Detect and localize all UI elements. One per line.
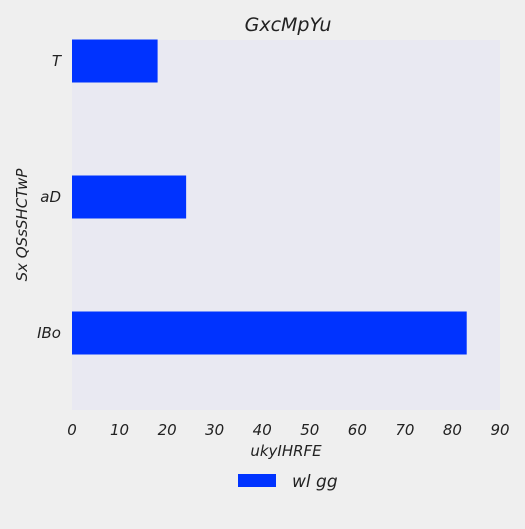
y-tick-labels: TaD IBo [37,52,63,342]
x-tick-label: 60 [348,421,367,439]
legend-label: wl gg [292,472,338,492]
y-axis-label: Sx QSsSHCTwP [13,168,31,282]
x-tick-label: 10 [110,421,129,439]
y-tick-label: aD [40,188,61,206]
x-tick-label: 80 [443,421,462,439]
x-tick-label: 40 [253,421,272,439]
bar-IBo [72,311,467,355]
x-tick-label: 90 [490,421,509,439]
x-axis-label: ukyIHRFE [250,442,322,460]
legend: wl gg [238,472,338,492]
bar-aD [72,175,187,219]
bars-group [72,39,467,355]
x-tick-label: 70 [395,421,414,439]
y-tick-label: T [52,52,63,70]
x-tick-label: 30 [205,421,224,439]
x-tick-labels: 0 10 20 30 40 50 60 70 80 90 [67,421,509,439]
legend-swatch [238,474,276,487]
bar-T [72,39,158,83]
x-tick-label: 0 [67,421,77,439]
x-tick-label: 20 [158,421,177,439]
x-tick-label: 50 [300,421,319,439]
y-tick-label: IBo [37,324,61,342]
chart-title: GxcMpYu [245,14,332,36]
